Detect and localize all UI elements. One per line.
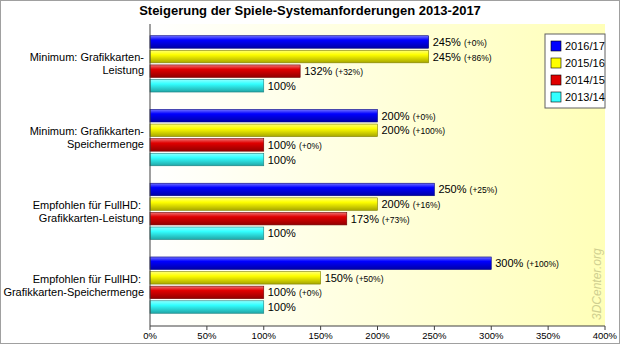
data-label: 300% (+100%) [495, 257, 559, 269]
data-label-change: (+25%) [470, 185, 498, 195]
chart: Steigerung der Spiele-Systemanforderunge… [0, 0, 620, 344]
data-label-main: 100% [268, 139, 299, 151]
bar [150, 36, 429, 49]
bar [150, 286, 264, 299]
data-label-change: (+73%) [382, 215, 410, 225]
x-tick-label: 150% [308, 330, 333, 341]
data-label-main: 300% [495, 257, 526, 269]
data-label: 200% (+100%) [382, 124, 446, 136]
data-label-main: 245% [433, 36, 464, 48]
data-label: 245% (+0%) [433, 36, 487, 48]
title: Steigerung der Spiele-Systemanforderunge… [139, 3, 481, 18]
data-label: 100% (+0%) [268, 286, 322, 298]
data-label-main: 200% [382, 110, 413, 122]
data-label-change: (+0%) [464, 38, 487, 48]
data-label-main: 150% [325, 272, 356, 284]
data-label: 245% (+86%) [433, 51, 492, 63]
data-label-main: 250% [438, 183, 469, 195]
bar [150, 272, 321, 285]
bar [150, 153, 264, 166]
data-label: 100% [268, 154, 296, 166]
data-label: 100% (+0%) [268, 139, 322, 151]
frame [1, 1, 620, 344]
bar [150, 65, 300, 78]
legend-swatch [551, 92, 561, 102]
legend-label: 2014/15 [565, 74, 605, 86]
bar [150, 212, 347, 225]
category-label-line: Empfohlen für FullHD: [33, 273, 144, 285]
legend-label: 2015/16 [565, 57, 605, 69]
category-label: Empfohlen für FullHD: Grafikkarten-Speic… [3, 273, 144, 298]
bar [150, 80, 264, 93]
bar [150, 124, 378, 137]
category-label: Empfohlen für FullHD: Grafikkarten-Leist… [33, 199, 144, 224]
bar [150, 301, 264, 314]
bar [150, 50, 429, 63]
watermark: 3DCenter.org [590, 248, 604, 320]
data-label: 200% (+16%) [382, 198, 441, 210]
data-label-change: (+16%) [413, 200, 441, 210]
legend-swatch [551, 41, 561, 51]
category-label-line: Grafikkarten-Leistung [39, 212, 144, 224]
legend-swatch [551, 75, 561, 85]
legend-swatch [551, 58, 561, 68]
x-tick-label: 0% [143, 330, 157, 341]
x-tick-label: 350% [536, 330, 561, 341]
data-label: 100% [268, 227, 296, 239]
data-label: 132% (+32%) [304, 65, 363, 77]
data-label-main: 132% [304, 65, 335, 77]
data-label: 173% (+73%) [351, 213, 410, 225]
bar [150, 227, 264, 240]
legend: 2016/17 2015/16 2014/15 2013/14 [545, 34, 605, 108]
data-label: 200% (+0%) [382, 110, 436, 122]
data-label: 150% (+50%) [325, 272, 384, 284]
category-label-line: Leistung [102, 64, 144, 76]
legend-label: 2013/14 [565, 91, 605, 103]
category-label-line: Grafikkarten-Speichermenge [3, 286, 144, 298]
data-label-main: 200% [382, 198, 413, 210]
x-tick-label: 200% [365, 330, 390, 341]
x-tick-label: 400% [593, 330, 618, 341]
legend-box [545, 34, 605, 108]
data-label-main: 100% [268, 286, 299, 298]
x-tick-label: 100% [252, 330, 277, 341]
bar [150, 139, 264, 152]
category-label-line: Minimum: Grafikkarten- [30, 51, 145, 63]
bar [150, 109, 378, 122]
legend-label: 2016/17 [565, 40, 605, 52]
data-label-change: (+0%) [299, 288, 322, 298]
data-label-change: (+32%) [335, 67, 363, 77]
bar [150, 198, 378, 211]
data-label-main: 245% [433, 51, 464, 63]
data-label: 100% [268, 80, 296, 92]
category-label-line: Empfohlen für FullHD: [33, 199, 144, 211]
x-tick-label: 250% [422, 330, 447, 341]
data-label-change: (+0%) [299, 141, 322, 151]
bar [150, 257, 491, 270]
data-label-change: (+0%) [413, 112, 436, 122]
category-label-line: Speichermenge [67, 138, 144, 150]
category-label: Minimum: Grafikkarten-Speichermenge [30, 125, 145, 150]
category-label-line: Minimum: Grafikkarten- [30, 125, 145, 137]
x-tick-label: 300% [479, 330, 504, 341]
plot-background [150, 24, 605, 326]
data-label-change: (+86%) [464, 53, 492, 63]
data-label-main: 173% [351, 213, 382, 225]
y-axis [150, 24, 151, 326]
data-label-change: (+100%) [413, 126, 446, 136]
x-tick-label: 50% [197, 330, 217, 341]
category-label: Minimum: Grafikkarten-Leistung [30, 51, 145, 76]
data-label-main: 200% [382, 124, 413, 136]
data-label-change: (+50%) [356, 274, 384, 284]
data-label: 100% [268, 301, 296, 313]
data-label-change: (+100%) [526, 259, 559, 269]
data-label: 250% (+25%) [438, 183, 497, 195]
bar [150, 183, 434, 196]
